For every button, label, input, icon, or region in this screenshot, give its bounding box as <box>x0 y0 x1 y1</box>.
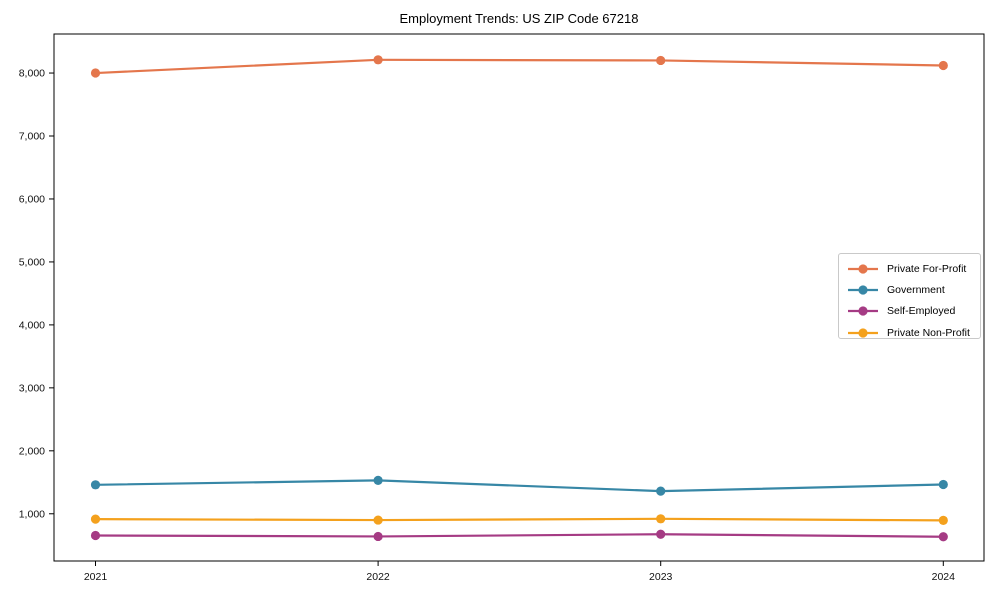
data-point-private-for-profit-2023 <box>656 55 666 66</box>
x-tick-label: 2023 <box>649 571 673 583</box>
data-point-private-non-profit-2024 <box>938 515 948 525</box>
data-point-government-2024 <box>938 479 948 490</box>
data-point-private-non-profit-2022 <box>373 515 383 525</box>
legend-item-government: Government <box>839 279 980 300</box>
data-point-government-2021 <box>90 480 101 490</box>
data-point-government-2023 <box>656 486 666 496</box>
y-tick-label: 4,000 <box>19 320 45 332</box>
y-tick-label: 3,000 <box>19 383 45 395</box>
data-point-government-2022 <box>373 475 383 486</box>
legend-line-marker-icon <box>848 327 878 338</box>
y-tick-label: 8,000 <box>19 68 45 80</box>
plot-border <box>53 33 985 562</box>
legend: Private For-Profit Government Self-Employe… <box>838 253 981 339</box>
data-point-self-employed-2023 <box>656 529 666 539</box>
data-point-self-employed-2024 <box>938 532 948 542</box>
legend-label: Private For-Profit <box>887 262 967 275</box>
legend-line-marker-icon <box>848 306 878 316</box>
legend-dot-icon <box>858 285 868 295</box>
legend-dot-icon <box>858 327 868 338</box>
series-line-private-for-profit <box>94 58 945 75</box>
series-line-private-non-profit <box>94 517 945 522</box>
legend-item-self-employed: Self-Employed <box>839 301 980 322</box>
legend-label: Private Non-Profit <box>887 326 970 339</box>
legend-line-marker-icon <box>848 264 878 274</box>
data-point-private-non-profit-2021 <box>90 514 101 524</box>
series-line-self-employed <box>94 533 945 538</box>
series-line-government <box>94 479 945 493</box>
legend-line-marker-icon <box>848 285 878 295</box>
y-tick-label: 6,000 <box>19 194 45 206</box>
x-tick-label: 2021 <box>84 571 108 583</box>
legend-label: Self-Employed <box>887 305 956 318</box>
y-tick-label: 2,000 <box>19 446 45 458</box>
x-tick-label: 2022 <box>366 571 390 583</box>
legend-label: Government <box>887 283 945 296</box>
data-point-private-for-profit-2024 <box>938 60 948 71</box>
x-tick-label: 2024 <box>932 571 956 583</box>
legend-dot-icon <box>858 306 868 316</box>
data-point-private-for-profit-2022 <box>373 55 383 65</box>
legend-item-private-non-profit: Private Non-Profit <box>839 322 980 343</box>
legend-dot-icon <box>858 264 868 274</box>
chart-title: Employment Trends: US ZIP Code 67218 <box>399 11 639 26</box>
data-point-self-employed-2021 <box>90 530 101 541</box>
data-point-private-non-profit-2023 <box>656 514 666 524</box>
y-tick-label: 5,000 <box>19 257 45 269</box>
data-point-self-employed-2022 <box>373 531 383 542</box>
data-point-private-for-profit-2021 <box>90 68 101 78</box>
y-tick-label: 1,000 <box>19 508 45 520</box>
legend-item-private-for-profit: Private For-Profit <box>839 258 980 279</box>
y-tick-label: 7,000 <box>19 131 45 143</box>
